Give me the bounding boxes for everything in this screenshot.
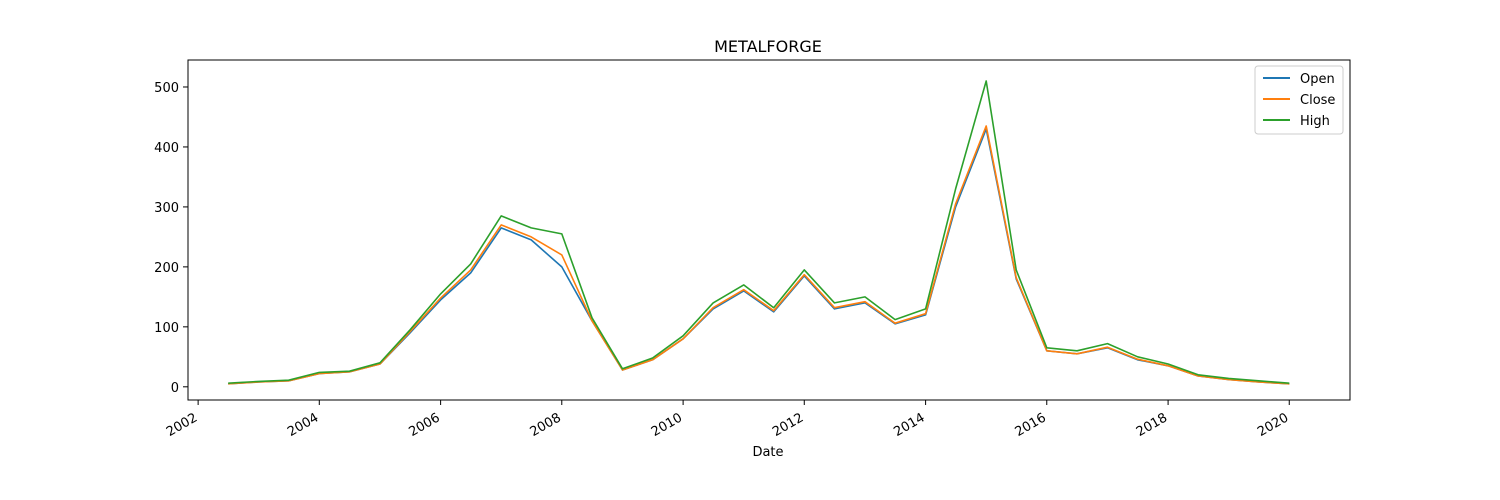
x-tick-label: 2002 [164, 410, 200, 440]
chart-title: METALFORGE [714, 37, 822, 56]
legend-label-high: High [1300, 114, 1330, 129]
legend-frame [1254, 65, 1344, 135]
y-tick-label: 200 [154, 261, 179, 276]
y-tick-label: 0 [171, 381, 179, 396]
y-tick-label: 300 [154, 201, 179, 216]
x-tick-label: 2010 [649, 410, 685, 440]
x-tick-label: 2008 [528, 410, 564, 440]
series-line-close [228, 125, 1290, 385]
x-tick-label: 2018 [1134, 410, 1170, 440]
x-tick-label: 2012 [770, 410, 806, 440]
series-line-open [228, 128, 1290, 385]
x-tick-label: 2006 [406, 410, 442, 440]
y-tick-label: 400 [154, 141, 179, 156]
legend-label-open: Open [1300, 72, 1335, 87]
legend-label-close: Close [1300, 93, 1335, 108]
x-tick-label: 2016 [1013, 410, 1049, 440]
legend: Open Close High [1254, 65, 1344, 135]
y-tick-label: 500 [154, 81, 179, 96]
x-tick-label: 2004 [285, 410, 321, 440]
y-tick-label: 100 [154, 321, 179, 336]
x-tick-label: 2020 [1255, 410, 1291, 440]
plot-frame [187, 59, 1351, 401]
x-axis-label: Date [752, 445, 783, 460]
x-tick-label: 2014 [891, 410, 927, 440]
series-line-high [228, 80, 1290, 384]
